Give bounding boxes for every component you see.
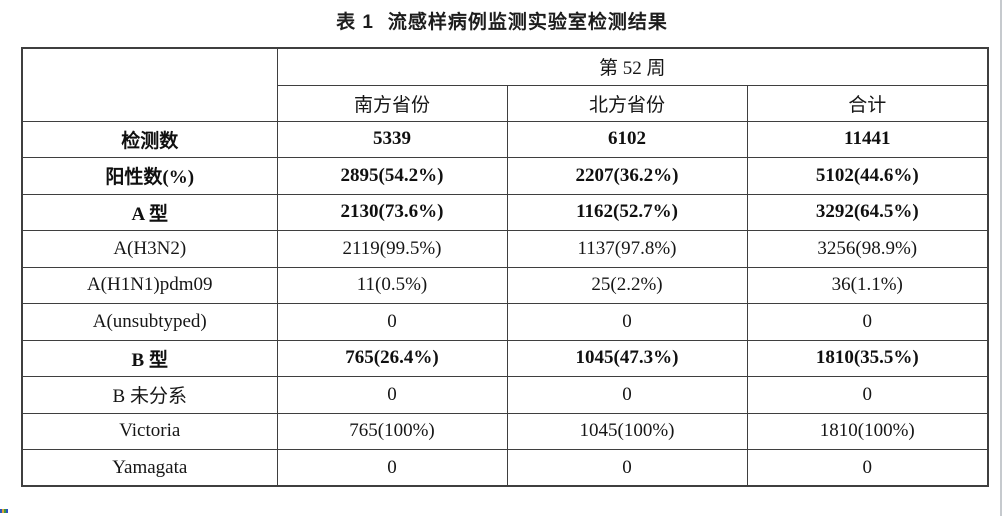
row-label-cell: A(unsubtyped)	[21, 303, 278, 341]
value-cell: 765(100%)	[276, 412, 508, 450]
table-row-victoria: Victoria 765(100%) 1045(100%) 1810(100%)	[21, 412, 989, 450]
row-label-cell: Victoria	[21, 412, 278, 450]
table-row-positive: 阳性数(%) 2895(54.2%) 2207(36.2%) 5102(44.6…	[21, 157, 989, 195]
table-caption: 表 1 流感样病例监测实验室检测结果	[0, 7, 1004, 34]
row-label-cell: B 型	[21, 339, 278, 377]
table-row-a-unsubtyped: A(unsubtyped) 0 0 0	[21, 303, 989, 341]
table-header-row-regions: 南方省份 北方省份 合计	[22, 84, 989, 122]
value-cell: 2130(73.6%)	[276, 193, 508, 231]
value-cell: 5339	[276, 120, 508, 158]
table-row-h1n1pdm09: A(H1N1)pdm09 11(0.5%) 25(2.2%) 36(1.1%)	[21, 266, 989, 304]
value-cell: 1810(35.5%)	[746, 339, 989, 377]
value-cell: 36(1.1%)	[746, 266, 989, 304]
table-row-type-a: A 型 2130(73.6%) 1162(52.7%) 3292(64.5%)	[21, 193, 989, 231]
column-header-north: 北方省份	[506, 84, 748, 122]
corner-empty-cell	[21, 47, 278, 122]
scan-edge-line	[1000, 0, 1002, 516]
row-label-cell: B 未分系	[21, 376, 278, 414]
value-cell: 1137(97.8%)	[506, 230, 748, 268]
value-cell: 3292(64.5%)	[746, 193, 989, 231]
value-cell: 0	[746, 303, 989, 341]
artifact-pixel	[2, 509, 4, 513]
row-label-cell: A(H3N2)	[21, 230, 278, 268]
artifact-pixel	[0, 509, 2, 513]
value-cell: 0	[506, 449, 748, 487]
value-cell: 0	[276, 376, 508, 414]
value-cell: 5102(44.6%)	[746, 157, 989, 195]
value-cell: 2895(54.2%)	[276, 157, 508, 195]
value-cell: 2119(99.5%)	[276, 230, 508, 268]
week-header-cell: 第 52 周	[276, 47, 989, 86]
value-cell: 0	[276, 303, 508, 341]
scan-artifact-mark	[0, 509, 8, 513]
row-label-cell: 阳性数(%)	[21, 157, 278, 195]
value-cell: 0	[746, 449, 989, 487]
value-cell: 765(26.4%)	[276, 339, 508, 377]
value-cell: 11(0.5%)	[276, 266, 508, 304]
value-cell: 3256(98.9%)	[746, 230, 989, 268]
table-row-yamagata: Yamagata 0 0 0	[21, 449, 989, 487]
value-cell: 6102	[506, 120, 748, 158]
value-cell: 11441	[746, 120, 989, 158]
table-row-type-b: B 型 765(26.4%) 1045(47.3%) 1810(35.5%)	[21, 339, 989, 377]
value-cell: 2207(36.2%)	[506, 157, 748, 195]
table-header-row-week: 第 52 周	[21, 47, 989, 122]
value-cell: 0	[506, 303, 748, 341]
table-caption-number: 表 1	[336, 12, 374, 33]
artifact-pixel	[6, 509, 8, 513]
column-header-south: 南方省份	[276, 84, 508, 122]
value-cell: 0	[746, 376, 989, 414]
value-cell: 0	[276, 449, 508, 487]
value-cell: 0	[506, 376, 748, 414]
table-row-b-unlineaged: B 未分系 0 0 0	[21, 376, 989, 414]
row-label-cell: 检测数	[21, 120, 278, 158]
value-cell: 1045(100%)	[506, 412, 748, 450]
row-label-cell: Yamagata	[21, 449, 278, 487]
value-cell: 25(2.2%)	[506, 266, 748, 304]
surveillance-results-table: 第 52 周 南方省份 北方省份 合计 检测数 5339 6102 11441 …	[21, 47, 990, 487]
row-label-cell: A 型	[21, 193, 278, 231]
table-row-tested: 检测数 5339 6102 11441	[21, 120, 989, 158]
table-caption-text: 流感样病例监测实验室检测结果	[387, 12, 668, 33]
value-cell: 1045(47.3%)	[506, 339, 748, 377]
value-cell: 1810(100%)	[746, 412, 989, 450]
column-header-total: 合计	[746, 84, 989, 122]
artifact-pixel	[4, 509, 6, 513]
value-cell: 1162(52.7%)	[506, 193, 748, 231]
table-row-h3n2: A(H3N2) 2119(99.5%) 1137(97.8%) 3256(98.…	[21, 230, 989, 268]
row-label-cell: A(H1N1)pdm09	[21, 266, 278, 304]
